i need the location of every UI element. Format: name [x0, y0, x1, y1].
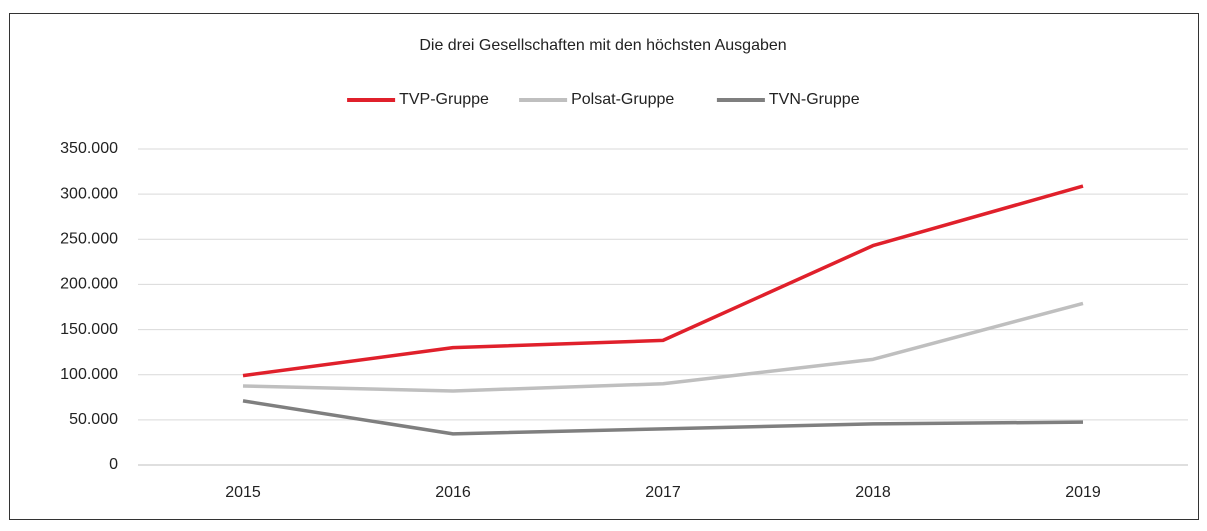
- chart-frame: [9, 13, 1199, 520]
- x-tick-label: 2018: [855, 484, 891, 501]
- x-tick-label: 2019: [1065, 484, 1101, 501]
- y-tick-label: 250.000: [60, 231, 118, 248]
- y-tick-label: 350.000: [60, 140, 118, 157]
- chart-title: Die drei Gesellschaften mit den höchsten…: [419, 37, 786, 54]
- legend-label: Polsat-Gruppe: [571, 91, 674, 108]
- y-tick-label: 0: [109, 456, 118, 473]
- y-tick-label: 50.000: [69, 411, 118, 428]
- y-tick-label: 150.000: [60, 321, 118, 338]
- legend-label: TVP-Gruppe: [399, 91, 489, 108]
- series-line: [242, 399, 1084, 436]
- series-line: [242, 184, 1084, 378]
- legend-label: TVN-Gruppe: [769, 91, 860, 108]
- x-tick-label: 2016: [435, 484, 471, 501]
- x-tick-label: 2015: [225, 484, 261, 501]
- y-tick-label: 300.000: [60, 185, 118, 202]
- y-tick-label: 100.000: [60, 366, 118, 383]
- x-tick-label: 2017: [645, 484, 681, 501]
- y-tick-label: 200.000: [60, 276, 118, 293]
- series-line: [242, 301, 1084, 393]
